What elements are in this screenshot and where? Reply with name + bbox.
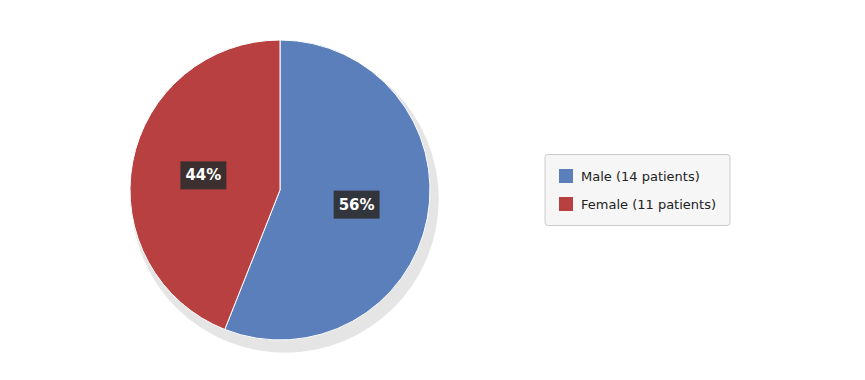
legend-label: Female (11 patients) [581, 197, 716, 212]
slice [130, 40, 280, 329]
legend-label: Male (14 patients) [581, 169, 700, 184]
data-label: 44% [185, 166, 221, 184]
data-label-group: 56% [334, 191, 380, 219]
data-label-group: 44% [180, 161, 226, 189]
legend-item: Female (11 patients) [559, 197, 716, 212]
data-label: 56% [339, 196, 375, 214]
data-labels: 56% 44% [180, 161, 379, 218]
data-label-bg [334, 191, 380, 219]
chart: 56% 44% Male (14 patients) Female (11 patie… [0, 0, 865, 380]
data-label-bg [180, 161, 226, 189]
pie: 56% 44% [130, 40, 439, 353]
legend-item: Male (14 patients) [559, 169, 700, 184]
legend-swatch [559, 169, 573, 183]
legend-frame [545, 155, 730, 226]
slices [130, 40, 430, 340]
legend: Male (14 patients) Female (11 patients) [545, 155, 730, 226]
legend-swatch [559, 197, 573, 211]
